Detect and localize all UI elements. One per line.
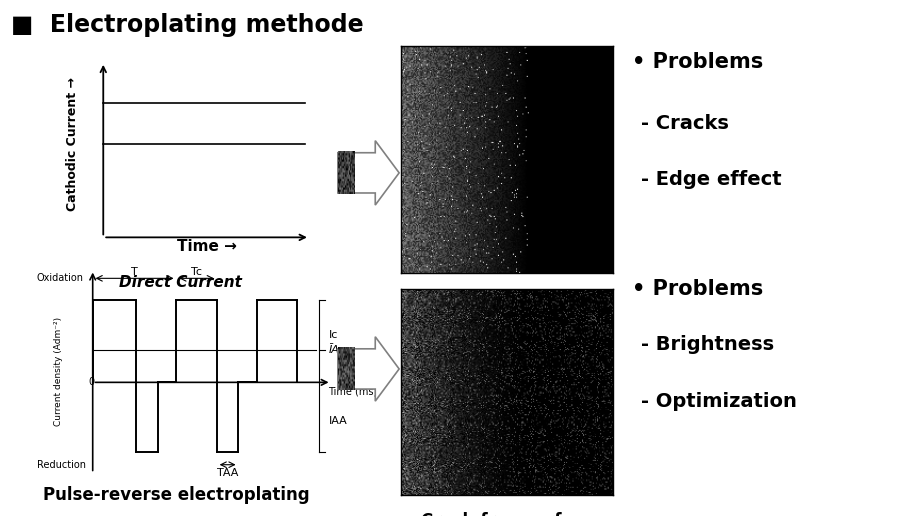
Text: • Problems: • Problems bbox=[632, 279, 762, 299]
Polygon shape bbox=[337, 141, 399, 205]
Text: Ic: Ic bbox=[328, 330, 337, 340]
Text: Crack-free surface: Crack-free surface bbox=[420, 512, 594, 516]
Text: • Problems: • Problems bbox=[632, 52, 762, 72]
Text: ■  Electroplating methode: ■ Electroplating methode bbox=[11, 13, 363, 37]
Text: TAA: TAA bbox=[217, 469, 238, 478]
Text: Reduction: Reduction bbox=[37, 460, 86, 470]
Text: Time (ms): Time (ms) bbox=[328, 386, 378, 396]
Text: Current density (Adm⁻²): Current density (Adm⁻²) bbox=[54, 317, 63, 426]
Text: 0: 0 bbox=[89, 377, 94, 388]
Text: Oxidation: Oxidation bbox=[37, 273, 84, 283]
Text: - Cracks: - Cracks bbox=[641, 114, 728, 133]
Text: ĪA: ĪA bbox=[328, 345, 339, 355]
Text: Cracked surface: Cracked surface bbox=[431, 289, 583, 308]
Text: Time →: Time → bbox=[177, 239, 236, 254]
Text: Cathodic Current →: Cathodic Current → bbox=[65, 77, 78, 212]
Text: Pulse-reverse electroplating: Pulse-reverse electroplating bbox=[43, 486, 310, 504]
Text: - Optimization: - Optimization bbox=[641, 392, 797, 411]
Text: Tc: Tc bbox=[191, 267, 202, 277]
Text: T: T bbox=[131, 267, 138, 277]
Text: Direct Current: Direct Current bbox=[119, 275, 242, 289]
Text: - Edge effect: - Edge effect bbox=[641, 170, 782, 189]
Text: - Brightness: - Brightness bbox=[641, 335, 774, 354]
Text: IAA: IAA bbox=[328, 416, 348, 426]
Polygon shape bbox=[337, 337, 399, 401]
